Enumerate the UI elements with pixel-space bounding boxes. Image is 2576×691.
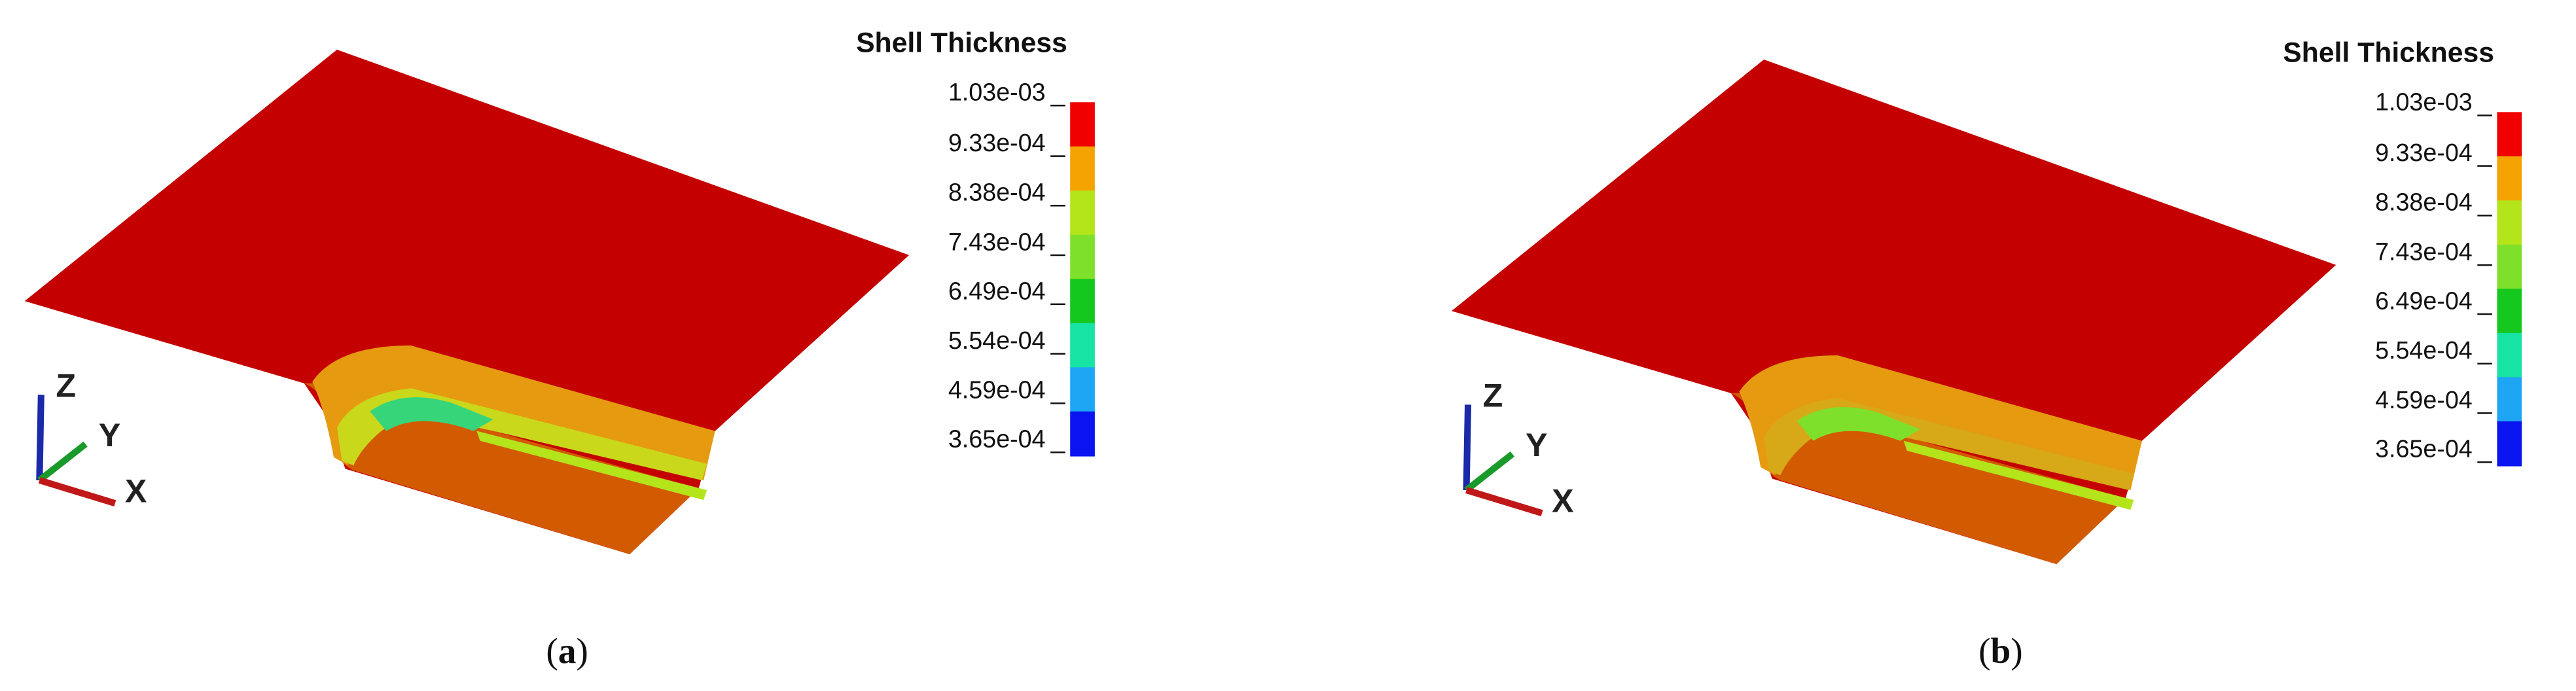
legend-swatch <box>2497 332 2522 378</box>
legend-swatch <box>1070 279 1095 325</box>
legend-swatch <box>1070 411 1095 457</box>
legend-swatch <box>1070 367 1095 413</box>
triad-label: Y <box>1526 427 1548 463</box>
formed-band <box>476 431 707 501</box>
legend-swatch <box>1070 190 1095 236</box>
legend-tick-label: 5.54e-04 <box>2375 336 2473 364</box>
legend-tick-label: 8.38e-04 <box>948 179 1046 206</box>
legend-swatch <box>2497 244 2522 290</box>
legend-tick-label: 9.33e-04 <box>2375 139 2473 166</box>
legend-tick-label: 6.49e-04 <box>948 277 1046 304</box>
legend-swatch <box>1070 146 1095 192</box>
x-axis-arrow <box>38 477 116 506</box>
recess-wall <box>304 381 699 554</box>
caption: (a) <box>546 631 588 671</box>
panel: ZYX Shell Thickness 1.03e-03 9.33e-04 8.38e-… <box>1451 37 2522 565</box>
legend-swatch <box>2497 156 2522 202</box>
legend-tick-label: 4.59e-04 <box>2375 386 2473 414</box>
legend-tick-label: 5.54e-04 <box>948 327 1046 354</box>
triad-label: X <box>125 472 147 509</box>
triad-label: Y <box>99 417 121 453</box>
legend-tick-label: 7.43e-04 <box>948 228 1046 255</box>
legend-swatch <box>2497 112 2522 158</box>
triad-label: Z <box>56 368 76 404</box>
legend-title: Shell Thickness <box>2283 37 2494 69</box>
panel: ZYX Shell Thickness 1.03e-03 9.33e-04 8.38e-… <box>24 27 1095 554</box>
z-axis-arrow <box>1463 404 1472 491</box>
y-axis-arrow <box>37 441 88 483</box>
legend-tick-label: 3.65e-04 <box>2375 435 2473 463</box>
legend-swatch <box>2497 377 2522 423</box>
legend-swatch <box>1070 323 1095 368</box>
caption: (b) <box>1978 631 2023 671</box>
legend-tick-label: 6.49e-04 <box>2375 287 2473 314</box>
legend-tick-label: 7.43e-04 <box>2375 238 2473 265</box>
recess-wall <box>1730 391 2126 565</box>
formed-zone-green <box>370 397 493 431</box>
legend-title: Shell Thickness <box>856 27 1067 59</box>
formed-zone-green <box>1797 407 1920 441</box>
y-axis-arrow <box>1464 451 1514 493</box>
legend-tick-label: 3.65e-04 <box>948 425 1046 453</box>
legend-swatch <box>2497 200 2522 246</box>
legend-tick-label: 8.38e-04 <box>2375 188 2473 216</box>
legend-swatch <box>2497 289 2522 334</box>
triad-label: Z <box>1483 378 1503 414</box>
legend-swatch <box>2497 421 2522 467</box>
legend-swatch <box>1070 102 1095 148</box>
z-axis-arrow <box>36 395 45 481</box>
legend-tick-label: 1.03e-03 <box>2375 88 2473 116</box>
triad-label: X <box>1552 482 1574 519</box>
legend-tick-label: 1.03e-03 <box>948 79 1046 106</box>
legend-swatch <box>1070 234 1095 280</box>
formed-band <box>1903 440 2134 510</box>
legend-tick-label: 4.59e-04 <box>948 376 1046 404</box>
legend-tick-label: 9.33e-04 <box>948 129 1046 156</box>
x-axis-arrow <box>1465 487 1543 517</box>
